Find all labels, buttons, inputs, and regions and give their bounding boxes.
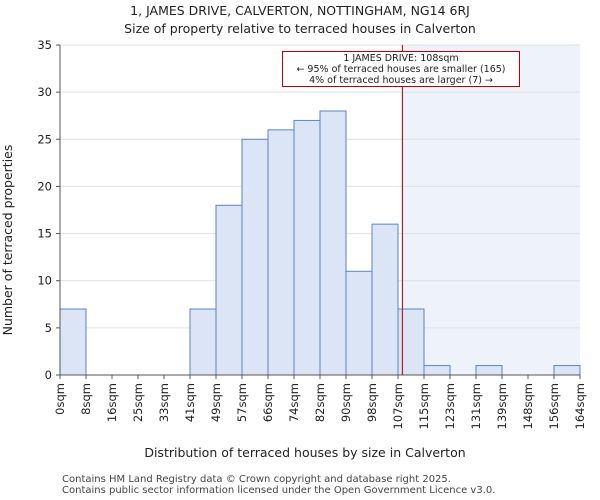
bar-98sqm bbox=[371, 223, 399, 376]
x-tick-label-131sqm: 131sqm bbox=[469, 383, 483, 429]
x-tick-label-25sqm: 25sqm bbox=[131, 383, 145, 422]
annotation-line-2: ← 95% of terraced houses are smaller (16… bbox=[296, 64, 506, 75]
y-tick-label-10: 10 bbox=[37, 274, 52, 288]
bar-66sqm bbox=[267, 129, 295, 376]
annotation-box: 1 JAMES DRIVE: 108sqm ← 95% of terraced … bbox=[282, 51, 520, 87]
bar-49sqm bbox=[215, 204, 243, 376]
x-tick-label-0sqm: 0sqm bbox=[53, 383, 67, 415]
annotation-line-3: 4% of terraced houses are larger (7) → bbox=[309, 75, 493, 86]
y-tick-label-15: 15 bbox=[37, 227, 52, 241]
x-tick-label-107sqm: 107sqm bbox=[391, 383, 405, 429]
x-tick-label-123sqm: 123sqm bbox=[443, 383, 457, 429]
x-tick-label-90sqm: 90sqm bbox=[339, 383, 353, 422]
x-tick-label-57sqm: 57sqm bbox=[235, 383, 249, 422]
chart-title: 1, JAMES DRIVE, CALVERTON, NOTTINGHAM, N… bbox=[130, 3, 470, 18]
y-tick-label-30: 30 bbox=[37, 85, 52, 99]
y-axis-title: Number of terraced properties bbox=[0, 145, 15, 336]
y-tick-label-0: 0 bbox=[45, 368, 52, 382]
x-tick-label-8sqm: 8sqm bbox=[79, 383, 93, 415]
x-tick-label-156sqm: 156sqm bbox=[547, 383, 561, 429]
bar-57sqm bbox=[241, 138, 269, 376]
footer-line-2: Contains public sector information licen… bbox=[62, 485, 496, 496]
chart-subtitle: Size of property relative to terraced ho… bbox=[124, 21, 476, 36]
x-tick-label-74sqm: 74sqm bbox=[287, 383, 301, 422]
x-tick-label-164sqm: 164sqm bbox=[573, 383, 587, 429]
x-tick-label-41sqm: 41sqm bbox=[183, 383, 197, 422]
y-tick-label-25: 25 bbox=[37, 132, 52, 146]
bar-131sqm bbox=[475, 365, 503, 376]
x-tick-label-16sqm: 16sqm bbox=[105, 383, 119, 422]
bar-0sqm bbox=[59, 308, 87, 376]
bar-115sqm bbox=[423, 365, 451, 376]
x-tick-label-66sqm: 66sqm bbox=[261, 383, 275, 422]
x-tick-label-82sqm: 82sqm bbox=[313, 383, 327, 422]
x-axis-title: Distribution of terraced houses by size … bbox=[144, 445, 465, 460]
bar-74sqm bbox=[293, 119, 321, 376]
y-tick-label-35: 35 bbox=[37, 38, 52, 52]
highlight-region bbox=[402, 45, 580, 375]
bar-156sqm bbox=[553, 365, 581, 376]
y-tick-label-20: 20 bbox=[37, 179, 52, 193]
x-tick-label-49sqm: 49sqm bbox=[209, 383, 223, 422]
x-tick-label-148sqm: 148sqm bbox=[521, 383, 535, 429]
footer-line-1: Contains HM Land Registry data © Crown c… bbox=[62, 474, 451, 485]
bar-90sqm bbox=[345, 270, 373, 376]
bar-41sqm bbox=[189, 308, 217, 376]
x-tick-label-33sqm: 33sqm bbox=[157, 383, 171, 422]
annotation-line-1: 1 JAMES DRIVE: 108sqm bbox=[343, 53, 459, 64]
bar-82sqm bbox=[319, 110, 347, 376]
x-tick-label-115sqm: 115sqm bbox=[417, 383, 431, 429]
y-tick-label-5: 5 bbox=[45, 321, 52, 335]
x-tick-label-98sqm: 98sqm bbox=[365, 383, 379, 422]
x-tick-label-139sqm: 139sqm bbox=[495, 383, 509, 429]
